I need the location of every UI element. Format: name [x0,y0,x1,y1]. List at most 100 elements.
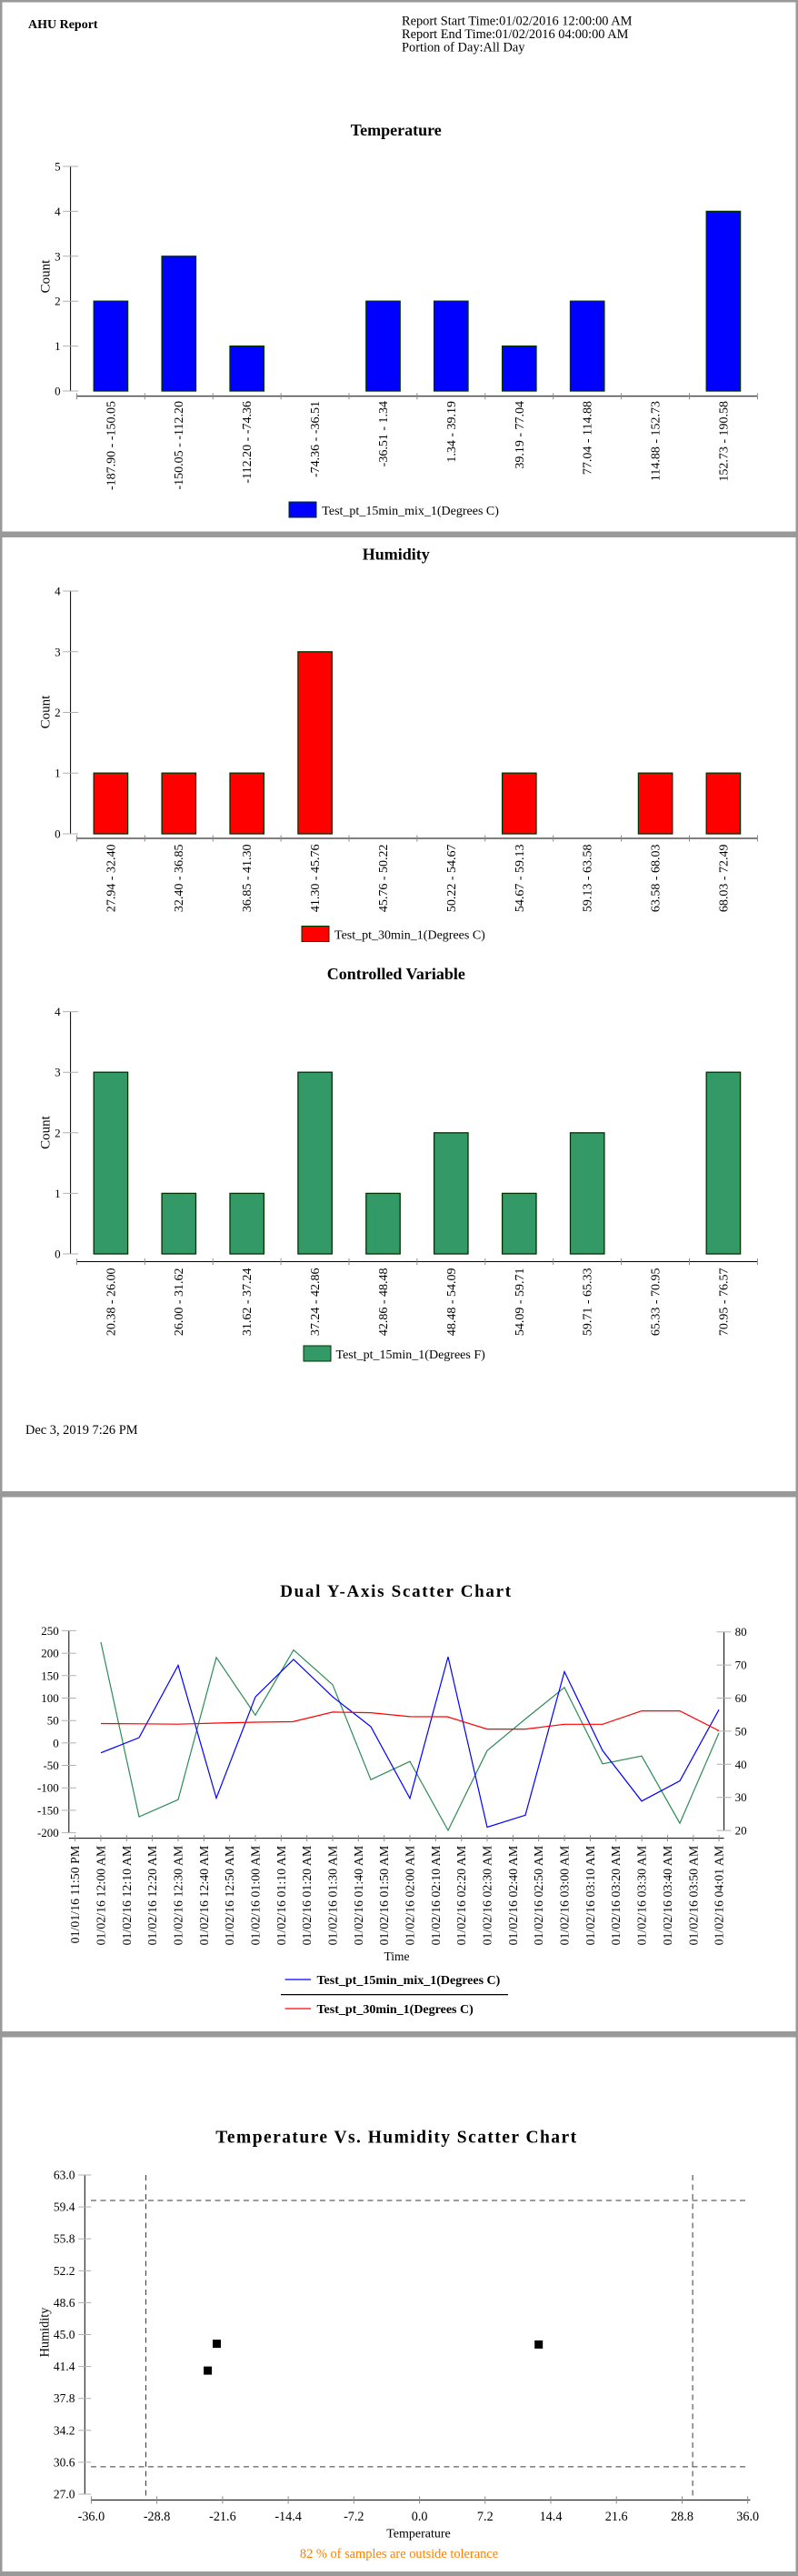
svg-text:-14.4: -14.4 [274,2510,302,2524]
svg-text:82 % of samples are outside to: 82 % of samples are outside tolerance [300,2547,498,2561]
svg-text:5: 5 [55,160,61,174]
svg-text:01/02/16 12:00 AM: 01/02/16 12:00 AM [95,1846,108,1946]
svg-text:55.8: 55.8 [54,2232,75,2246]
svg-text:2: 2 [55,1126,61,1139]
svg-text:50: 50 [47,1714,59,1728]
svg-text:01/01/16 11:50 PM: 01/01/16 11:50 PM [69,1846,83,1944]
svg-text:Temperature Vs. Humidity Scatt: Temperature Vs. Humidity Scatter Chart [215,2129,577,2148]
svg-text:01/02/16 02:20 AM: 01/02/16 02:20 AM [455,1846,469,1946]
svg-text:80: 80 [735,1625,747,1639]
svg-text:01/02/16 01:00 AM: 01/02/16 01:00 AM [250,1846,264,1946]
svg-text:150: 150 [41,1669,59,1682]
svg-text:68.03 - 72.49: 68.03 - 72.49 [718,845,732,913]
svg-text:Humidity: Humidity [37,2307,52,2358]
svg-text:01/02/16 01:50 AM: 01/02/16 01:50 AM [378,1846,392,1946]
svg-text:59.4: 59.4 [54,2200,75,2214]
svg-text:01/02/16 01:40 AM: 01/02/16 01:40 AM [353,1846,366,1946]
svg-text:4: 4 [55,585,61,598]
svg-text:1: 1 [55,1187,61,1200]
svg-text:100: 100 [41,1691,59,1705]
svg-text:AHU Report: AHU Report [28,18,98,32]
svg-text:20: 20 [735,1824,747,1838]
svg-text:26.00 - 31.62: 26.00 - 31.62 [173,1268,186,1337]
svg-text:21.6: 21.6 [605,2510,628,2524]
svg-text:01/02/16 02:10 AM: 01/02/16 02:10 AM [430,1846,444,1946]
svg-text:152.73 - 190.58: 152.73 - 190.58 [718,401,732,482]
svg-text:37.24 - 42.86: 37.24 - 42.86 [309,1268,323,1337]
svg-text:40: 40 [735,1758,747,1771]
svg-text:30.6: 30.6 [54,2455,75,2469]
svg-text:54.09 - 59.71: 54.09 - 59.71 [514,1268,527,1337]
svg-text:50.22 - 54.67: 50.22 - 54.67 [445,845,459,913]
svg-text:59.71 - 65.33: 59.71 - 65.33 [582,1268,595,1337]
svg-text:114.88 - 152.73: 114.88 - 152.73 [650,401,663,481]
svg-text:32.40 - 36.85: 32.40 - 36.85 [173,845,186,913]
svg-text:01/02/16 03:10 AM: 01/02/16 03:10 AM [584,1846,598,1946]
svg-text:01/02/16 12:50 AM: 01/02/16 12:50 AM [224,1846,237,1946]
svg-text:3: 3 [55,645,61,658]
svg-text:2: 2 [55,295,61,308]
svg-text:01/02/16 02:30 AM: 01/02/16 02:30 AM [482,1846,495,1946]
svg-text:-100: -100 [37,1781,59,1795]
svg-text:-187.90 - -150.05: -187.90 - -150.05 [105,401,118,490]
svg-text:60: 60 [735,1691,747,1705]
svg-text:Temperature: Temperature [386,2528,451,2541]
svg-text:70: 70 [735,1659,747,1672]
svg-text:01/02/16 01:20 AM: 01/02/16 01:20 AM [301,1846,314,1946]
svg-text:01/02/16 03:20 AM: 01/02/16 03:20 AM [610,1846,623,1946]
svg-text:01/02/16 12:20 AM: 01/02/16 12:20 AM [146,1846,160,1946]
svg-text:7.2: 7.2 [477,2510,494,2524]
svg-text:0: 0 [55,1248,61,1261]
svg-text:34.2: 34.2 [54,2423,75,2437]
svg-text:01/02/16 01:30 AM: 01/02/16 01:30 AM [327,1846,341,1946]
svg-text:01/02/16 02:00 AM: 01/02/16 02:00 AM [404,1846,418,1946]
svg-text:01/02/16 01:10 AM: 01/02/16 01:10 AM [275,1846,289,1946]
svg-text:Test_pt_30min_1(Degrees C): Test_pt_30min_1(Degrees C) [334,929,485,943]
svg-text:-200: -200 [37,1826,59,1839]
svg-text:01/02/16 02:50 AM: 01/02/16 02:50 AM [533,1846,546,1946]
svg-text:3: 3 [55,249,61,263]
svg-text:01/02/16 03:40 AM: 01/02/16 03:40 AM [662,1846,675,1946]
svg-text:-36.51 - 1.34: -36.51 - 1.34 [377,401,391,466]
svg-text:1.34 - 39.19: 1.34 - 39.19 [445,401,459,463]
svg-text:27.0: 27.0 [54,2488,75,2501]
svg-text:-21.6: -21.6 [209,2510,236,2524]
svg-text:54.67 - 59.13: 54.67 - 59.13 [514,845,527,913]
svg-text:4: 4 [55,1005,61,1018]
svg-text:-50: -50 [43,1759,58,1772]
svg-text:2: 2 [55,706,61,719]
svg-text:Test_pt_30min_1(Degrees C): Test_pt_30min_1(Degrees C) [317,2003,474,2017]
svg-text:31.62 - 37.24: 31.62 - 37.24 [241,1268,254,1337]
svg-text:Report Start Time:01/02/2016 1: Report Start Time:01/02/2016 12:00:00 AM [402,15,633,29]
svg-text:70.95 - 76.57: 70.95 - 76.57 [718,1268,732,1337]
svg-text:Time: Time [384,1950,409,1963]
svg-text:01/02/16 12:10 AM: 01/02/16 12:10 AM [121,1846,135,1946]
svg-text:65.33 - 70.95: 65.33 - 70.95 [650,1268,663,1337]
svg-text:39.19 - 77.04: 39.19 - 77.04 [514,401,527,469]
svg-text:30: 30 [735,1790,747,1804]
svg-text:45.0: 45.0 [54,2328,75,2341]
svg-text:01/02/16 12:30 AM: 01/02/16 12:30 AM [173,1846,186,1946]
svg-text:250: 250 [41,1624,59,1638]
svg-text:14.4: 14.4 [540,2510,563,2524]
svg-text:27.94 - 32.40: 27.94 - 32.40 [105,845,118,913]
svg-text:0: 0 [55,385,61,398]
svg-text:0.0: 0.0 [412,2510,428,2524]
svg-text:77.04 - 114.88: 77.04 - 114.88 [582,401,595,475]
svg-text:-28.8: -28.8 [144,2510,171,2524]
svg-text:37.8: 37.8 [54,2391,75,2405]
svg-text:52.2: 52.2 [54,2264,75,2278]
svg-text:1: 1 [55,767,61,780]
svg-text:63.0: 63.0 [54,2169,75,2182]
svg-text:41.4: 41.4 [54,2360,75,2373]
svg-text:4: 4 [55,205,61,218]
svg-text:Count: Count [38,1115,53,1149]
svg-text:Count: Count [38,695,53,729]
svg-text:0: 0 [55,827,61,841]
svg-text:36.0: 36.0 [736,2510,759,2524]
svg-text:01/02/16 02:40 AM: 01/02/16 02:40 AM [507,1846,521,1946]
svg-text:Humidity: Humidity [363,546,430,564]
svg-text:Test_pt_15min_mix_1(Degrees C): Test_pt_15min_mix_1(Degrees C) [322,505,499,518]
svg-text:-150: -150 [37,1803,59,1817]
svg-text:200: 200 [41,1647,59,1660]
